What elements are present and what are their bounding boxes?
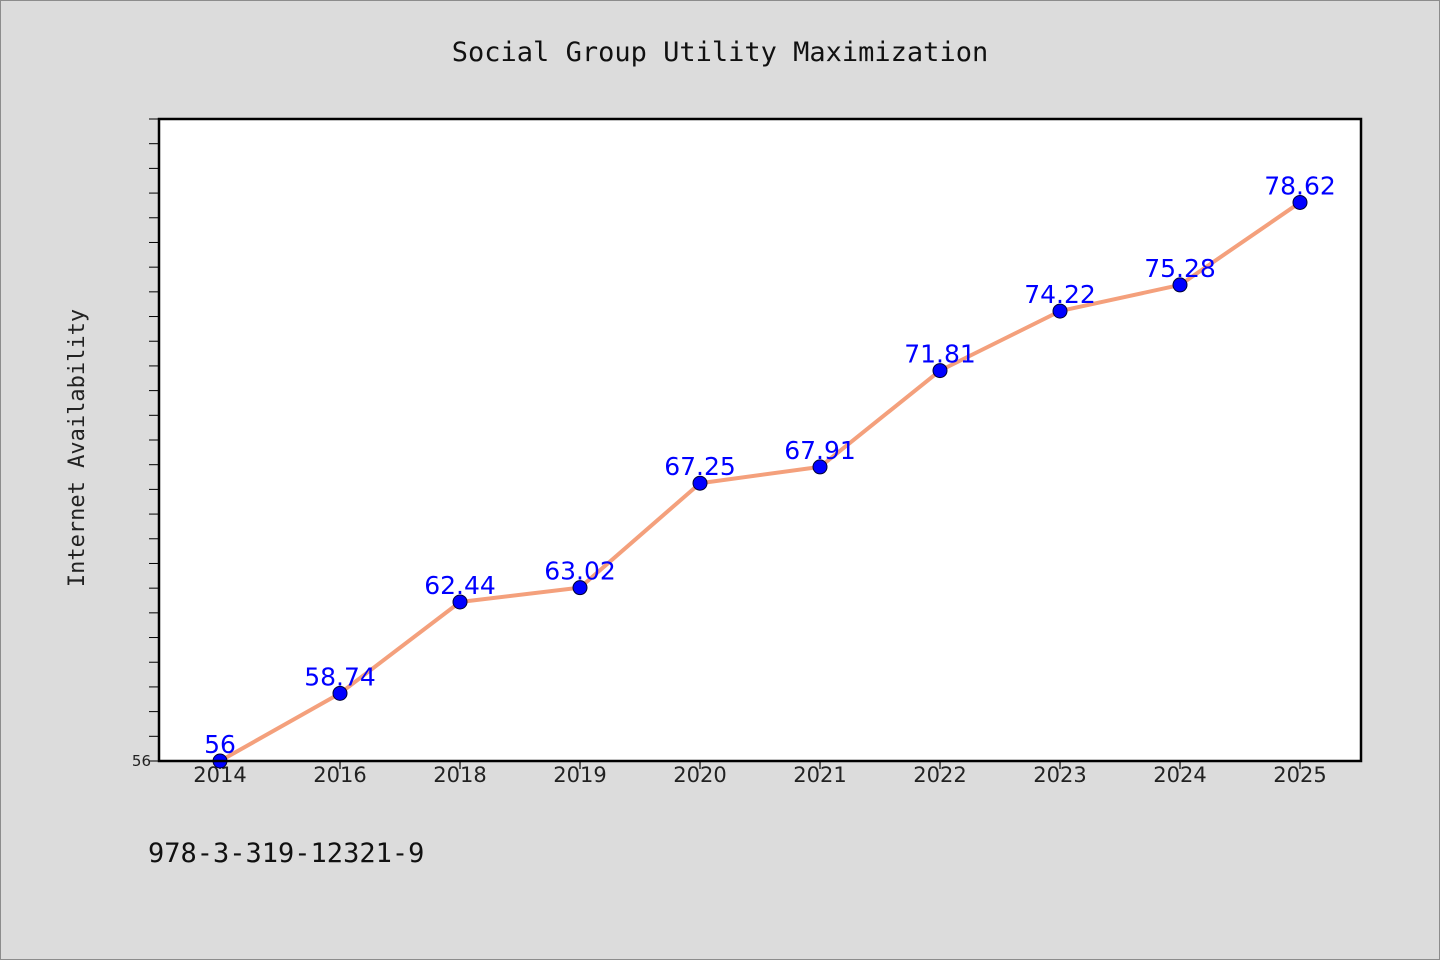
data-label: 58.74: [304, 662, 376, 691]
data-label: 78.62: [1264, 171, 1336, 200]
data-point: [692, 475, 708, 491]
data-labels-group: 56 58.74 62.44 63.02 67.25 67.91 71.81 74.22 75.…: [204, 171, 1336, 759]
footer-isbn-text: 978-3-319-12321-9: [148, 838, 424, 869]
x-tick-label: 2020: [673, 763, 726, 787]
data-point: [1292, 194, 1308, 210]
data-label: 67.25: [664, 452, 736, 481]
data-point: [332, 685, 348, 701]
x-axis-ticks: 2014 2016 2018 2019 2020 2021 2022 2023 2024 2025: [193, 761, 1327, 787]
data-label: 63.02: [544, 557, 616, 586]
data-label: 67.91: [784, 436, 856, 465]
y-tick-label: 56: [132, 752, 151, 770]
x-tick-label: 2023: [1033, 763, 1086, 787]
data-label: 71.81: [904, 340, 976, 369]
data-point: [812, 459, 828, 475]
data-point: [572, 580, 588, 596]
data-label: 75.28: [1144, 254, 1216, 283]
plot-border: [157, 117, 1363, 763]
series-line: [218, 200, 1302, 763]
data-point: [932, 363, 948, 379]
x-tick-label: 2019: [553, 763, 606, 787]
chart-title: Social Group Utility Maximization: [452, 37, 988, 68]
data-label: 56: [204, 730, 236, 759]
plot-area: [159, 119, 1361, 761]
data-label: 74.22: [1024, 280, 1096, 309]
data-label: 62.44: [424, 571, 496, 600]
data-point: [1052, 303, 1068, 319]
x-tick-label: 2016: [313, 763, 366, 787]
x-tick-label: 2025: [1273, 763, 1326, 787]
x-tick-label: 2018: [433, 763, 486, 787]
x-tick-label: 2022: [913, 763, 966, 787]
y-axis-label: Internet Availability: [65, 309, 90, 587]
series-line-group: [212, 194, 1308, 769]
data-point: [1172, 277, 1188, 293]
x-tick-label: 2024: [1153, 763, 1206, 787]
x-tick-label: 2021: [793, 763, 846, 787]
data-point: [452, 594, 468, 610]
y-axis-ticks: 56: [132, 118, 159, 770]
